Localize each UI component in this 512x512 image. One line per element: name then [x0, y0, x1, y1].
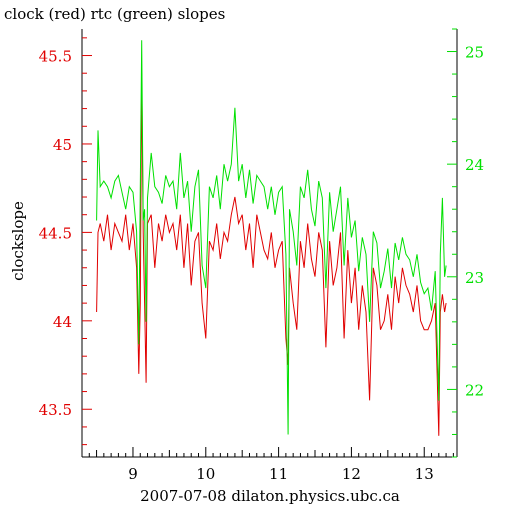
chart-title: clock (red) rtc (green) slopes [4, 5, 225, 23]
y-axis-label: clockslope [9, 201, 27, 281]
x-tick-label: 9 [128, 465, 138, 483]
left-tick-label: 45 [53, 136, 72, 154]
x-tick-label: 11 [269, 465, 288, 483]
x-tick-label: 13 [415, 465, 434, 483]
left-tick-label: 43.5 [39, 401, 72, 419]
x-tick-label: 12 [342, 465, 361, 483]
x-tick-label: 10 [196, 465, 215, 483]
x-axis-label: 2007-07-08 dilaton.physics.ubc.ca [140, 487, 400, 505]
right-tick-label: 25 [465, 44, 484, 62]
clock-series-line [96, 73, 447, 436]
right-tick-label: 23 [465, 269, 484, 287]
rtc-series-line [96, 40, 447, 435]
left-tick-label: 45.5 [39, 48, 72, 66]
right-tick-label: 22 [465, 381, 484, 399]
left-tick-label: 44 [53, 313, 72, 331]
right-tick-label: 24 [465, 156, 484, 174]
plot-area: 9 10 11 12 13 43.5 44 44.5 45 45.5 22 23 24 25 [39, 28, 484, 483]
left-tick-label: 44.5 [39, 224, 72, 242]
